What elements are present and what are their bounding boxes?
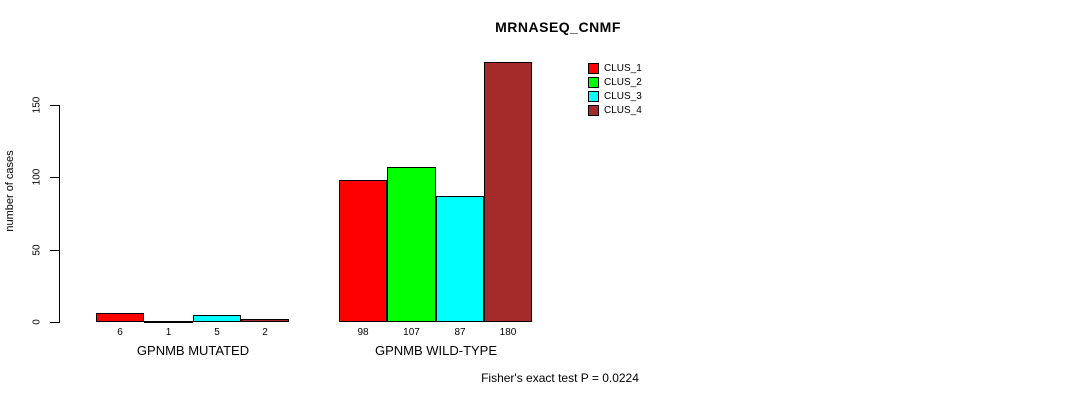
y-tick-label: 100: [31, 168, 43, 186]
bar-value-label: 98: [357, 327, 369, 338]
bar-value-label: 180: [499, 327, 517, 338]
y-tick-label: 50: [31, 244, 43, 256]
bar-clus_4: [484, 62, 532, 322]
legend-item-clus_1: CLUS_1: [588, 61, 642, 75]
legend-swatch-clus_2: [588, 76, 599, 88]
y-tick-label: 0: [31, 319, 43, 325]
chart-title: MRNASEQ_CNMF: [495, 19, 621, 35]
bar-clus_2: [387, 167, 436, 322]
legend-label: CLUS_4: [604, 104, 642, 116]
legend-swatch-clus_4: [588, 104, 599, 116]
group-label-mutated: GPNMB MUTATED: [136, 343, 250, 358]
bar-value-label: 6: [117, 327, 123, 338]
legend-label: CLUS_1: [604, 62, 642, 74]
y-axis-line: [59, 105, 60, 323]
bar-value-label: 87: [454, 327, 466, 338]
legend-item-clus_3: CLUS_3: [588, 89, 642, 103]
stat-annotation: Fisher's exact test P = 0.0224: [481, 371, 639, 385]
bar-clus_4: [241, 319, 289, 322]
y-tick-mark: [50, 322, 59, 323]
legend-item-clus_4: CLUS_4: [588, 103, 642, 117]
legend-label: CLUS_2: [604, 76, 642, 88]
bar-clus_2: [144, 321, 193, 323]
y-tick-mark: [50, 177, 59, 178]
legend-swatch-clus_3: [588, 90, 599, 102]
bar-value-label: 107: [403, 327, 420, 338]
bar-value-label: 5: [214, 327, 220, 338]
y-tick-label: 150: [31, 96, 43, 114]
y-axis-title: number of cases: [4, 150, 16, 232]
y-tick-mark: [50, 105, 59, 106]
bar-clus_3: [193, 315, 241, 322]
legend: CLUS_1 CLUS_2 CLUS_3 CLUS_4: [588, 61, 642, 117]
legend-label: CLUS_3: [604, 90, 642, 102]
bar-clus_3: [436, 196, 484, 322]
bar-value-label: 2: [262, 327, 268, 338]
bar-value-label: 1: [165, 327, 172, 338]
legend-swatch-clus_1: [588, 62, 599, 74]
y-tick-mark: [50, 250, 59, 251]
legend-item-clus_2: CLUS_2: [588, 75, 642, 89]
bar-clus_1: [96, 313, 144, 322]
group-label-wild-type: GPNMB WILD-TYPE: [374, 343, 498, 358]
bar-clus_1: [339, 180, 387, 322]
